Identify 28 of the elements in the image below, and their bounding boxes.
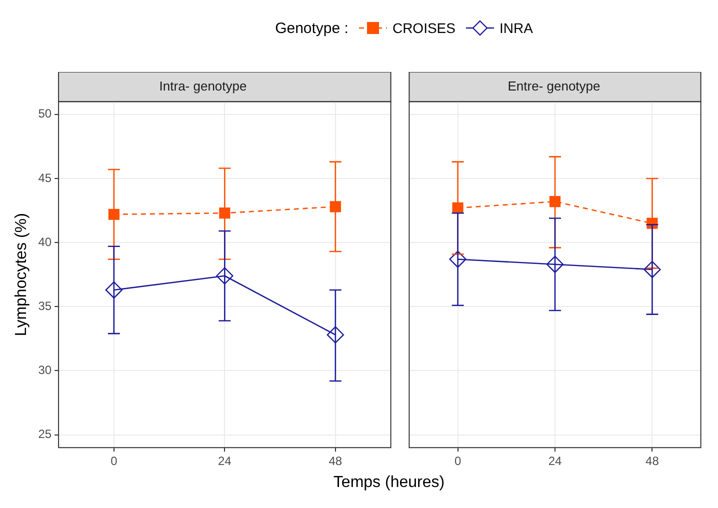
y-tick-label: 25 — [38, 427, 52, 442]
x-tick-label: 0 — [110, 454, 118, 468]
point — [108, 208, 120, 220]
chart-title: Intra- genotype — [159, 78, 247, 94]
legend-title: Genotype : — [275, 20, 348, 36]
x-tick-label: 24 — [548, 454, 562, 468]
point — [326, 326, 344, 344]
y-axis-title: Lymphocytes (%) — [13, 213, 30, 336]
x-tick-label: 24 — [218, 454, 232, 468]
point — [216, 267, 234, 284]
point — [105, 281, 123, 299]
legend-label: CROISES — [392, 20, 456, 36]
point — [644, 260, 661, 278]
point — [546, 256, 564, 273]
y-tick-label: 30 — [38, 363, 52, 378]
legend-label: INRA — [499, 20, 533, 36]
y-tick-label: 40 — [38, 234, 52, 249]
x-tick-label: 48 — [646, 454, 660, 468]
point — [330, 201, 341, 212]
y-tick-label: 35 — [38, 298, 52, 313]
chart-title: Entre- genotype — [508, 78, 600, 94]
x-tick-label: 48 — [328, 454, 342, 468]
point — [449, 250, 466, 268]
point — [549, 196, 561, 208]
x-axis-title: Temps (heures) — [332, 474, 446, 492]
y-tick-label: 50 — [38, 106, 52, 121]
y-tick-label: 45 — [38, 170, 52, 185]
x-tick-label: 0 — [454, 454, 462, 468]
